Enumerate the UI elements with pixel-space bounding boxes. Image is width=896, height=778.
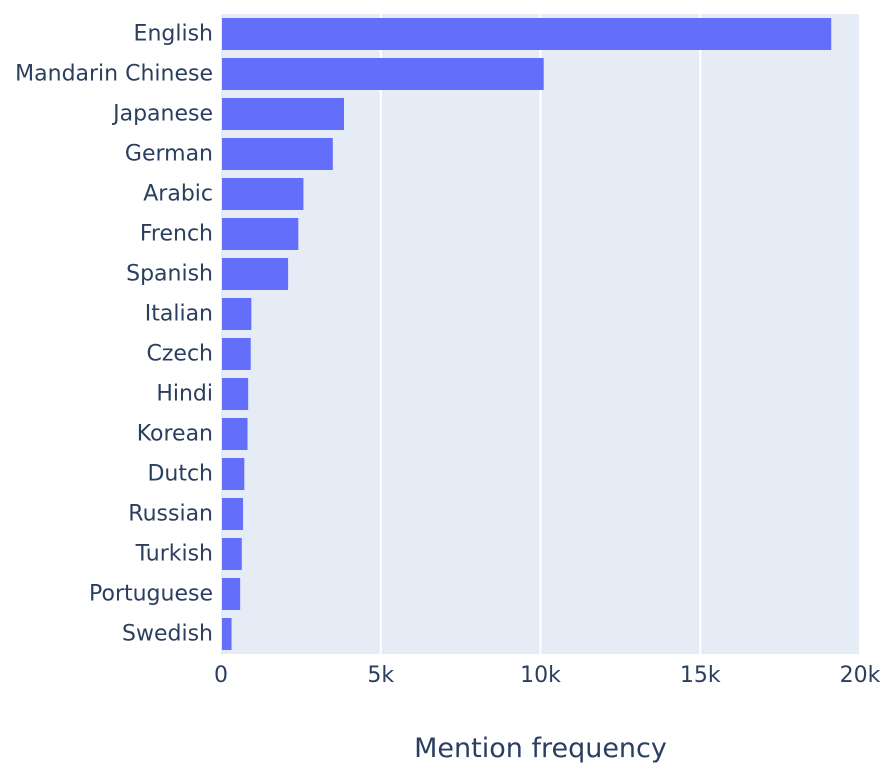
bar-japanese[interactable] xyxy=(222,98,345,130)
y-tick-label: Spanish xyxy=(126,262,213,287)
y-axis-tick-labels: English Mandarin Chinese Japanese German Ara… xyxy=(15,22,213,647)
x-tick-label: 15k xyxy=(680,663,721,688)
bar-arabic[interactable] xyxy=(222,178,304,210)
bar-russian[interactable] xyxy=(222,498,244,530)
y-tick-label: Japanese xyxy=(111,102,213,127)
y-tick-label: French xyxy=(140,222,213,247)
y-tick-label: Dutch xyxy=(147,462,213,487)
y-tick-label: Portuguese xyxy=(89,582,213,607)
bar-english[interactable] xyxy=(222,18,832,50)
bar-mandarin-chinese[interactable] xyxy=(222,58,544,90)
y-tick-label: Italian xyxy=(145,302,213,327)
y-tick-label: Korean xyxy=(137,422,213,447)
y-tick-label: English xyxy=(134,22,213,47)
bar-german[interactable] xyxy=(222,138,333,170)
bar-czech[interactable] xyxy=(222,338,251,370)
bars xyxy=(222,18,832,650)
y-tick-label: Russian xyxy=(128,502,213,527)
bar-italian[interactable] xyxy=(222,298,252,330)
gridlines xyxy=(379,14,861,654)
x-axis-title: Mention frequency xyxy=(414,733,667,764)
bar-portuguese[interactable] xyxy=(222,578,241,610)
x-tick-label: 5k xyxy=(367,663,394,688)
y-tick-label: German xyxy=(125,142,213,167)
x-tick-label: 10k xyxy=(520,663,561,688)
x-axis-tick-labels: 0 5k 10k 15k 20k xyxy=(214,663,881,688)
bar-swedish[interactable] xyxy=(222,618,232,650)
y-tick-label: Turkish xyxy=(135,542,213,567)
y-tick-label: Mandarin Chinese xyxy=(15,62,213,87)
bar-turkish[interactable] xyxy=(222,538,242,570)
y-tick-label: Hindi xyxy=(156,382,213,407)
bar-french[interactable] xyxy=(222,218,299,250)
y-tick-label: Czech xyxy=(147,342,213,367)
x-tick-label: 0 xyxy=(214,663,228,688)
bar-dutch[interactable] xyxy=(222,458,245,490)
y-tick-label: Swedish xyxy=(122,622,213,647)
y-tick-label: Arabic xyxy=(143,182,213,207)
bar-hindi[interactable] xyxy=(222,378,249,410)
x-tick-label: 20k xyxy=(840,663,881,688)
bar-spanish[interactable] xyxy=(222,258,289,290)
bar-korean[interactable] xyxy=(222,418,248,450)
